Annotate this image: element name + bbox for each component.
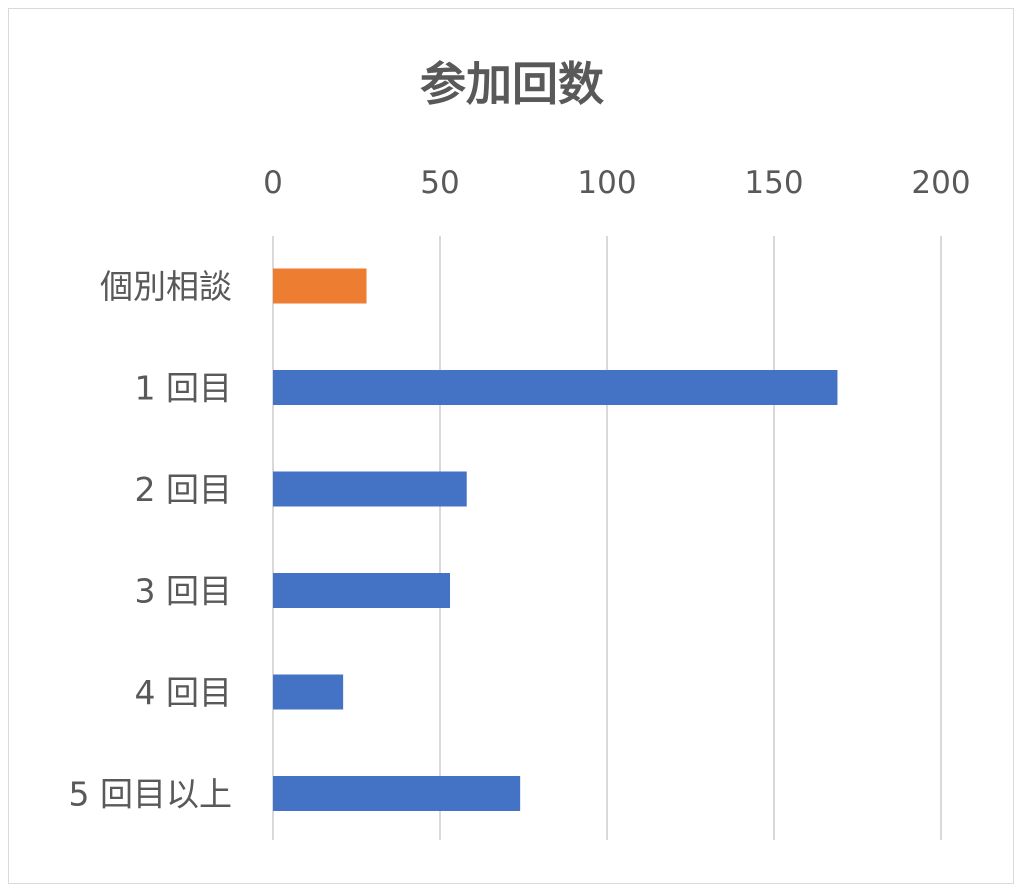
bar-2 [273,370,838,405]
category-label: 5 回目以上 [69,775,233,814]
x-tick-label: 200 [911,165,970,201]
category-labels: 個別相談 1 回目 2 回目 3 回目 4 回目 5 回目以上 [69,267,233,814]
category-label: 3 回目 [135,572,233,611]
x-tick-label: 0 [263,165,283,201]
x-tick-label: 50 [420,165,459,201]
x-axis-tick-labels: 0 50 100 150 200 [263,165,970,201]
bar-5 [273,674,344,710]
category-label: 4 回目 [135,673,233,712]
category-label: 1 回目 [135,369,233,408]
bar-6 [273,776,521,811]
bar-4 [273,573,451,608]
category-label: 個別相談 [100,267,232,306]
category-label: 2 回目 [135,470,233,509]
x-tick-label: 150 [744,165,803,201]
chart-title: 参加回数 [420,57,604,111]
chart-frame [8,8,1014,884]
bar-1 [273,268,367,304]
x-tick-label: 100 [577,165,636,201]
bars [273,268,838,811]
gridlines [272,236,942,840]
bar-3 [273,471,467,507]
